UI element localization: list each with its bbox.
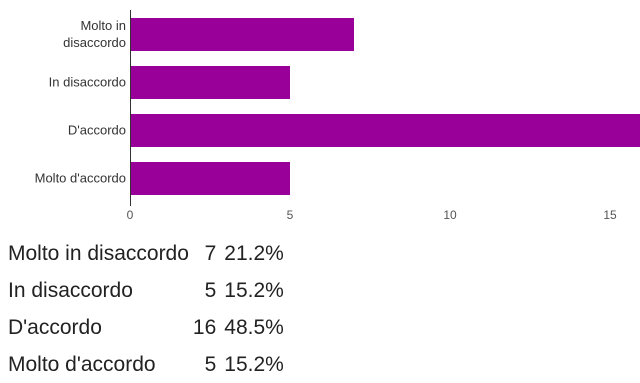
x-tick-label: 0: [127, 208, 134, 222]
x-tick-label: 15: [603, 208, 617, 222]
category-label: Molto d'accordo: [35, 171, 126, 186]
bar: [130, 66, 290, 99]
category-label: disaccordo: [63, 35, 126, 50]
category-label: D'accordo: [68, 123, 126, 138]
summary-row: Molto d'accordo 5 15.2%: [8, 346, 284, 383]
summary-percent: 15.2%: [224, 353, 284, 376]
bar: [130, 162, 290, 195]
summary-percent: 15.2%: [224, 279, 284, 302]
summary-row: In disaccordo 5 15.2%: [8, 272, 284, 309]
summary-label: D'accordo: [8, 316, 102, 339]
summary-label: Molto d'accordo: [8, 353, 156, 376]
summary-count: 5: [204, 353, 217, 376]
category-label: In disaccordo: [49, 75, 126, 90]
summary-label: Molto in disaccordo: [8, 242, 189, 265]
bars-layer: [130, 18, 640, 195]
summary-label: In disaccordo: [8, 279, 133, 302]
summary-percent: 21.2%: [224, 242, 284, 265]
summary-percent: 48.5%: [224, 316, 284, 339]
category-labels: Molto in disaccordo In disaccordo D'accordo…: [35, 18, 126, 186]
bar: [130, 18, 354, 51]
x-axis-ticks: 0 5 10 15: [127, 208, 617, 222]
summary-count: 7: [204, 242, 217, 265]
summary-row: Molto in disaccordo 7 21.2%: [8, 235, 284, 272]
x-tick-label: 5: [287, 208, 294, 222]
bar-chart: Molto in disaccordo In disaccordo D'accordo…: [35, 10, 640, 222]
category-label: Molto in: [80, 18, 126, 33]
summary-count: 5: [204, 279, 217, 302]
x-tick-label: 10: [443, 208, 457, 222]
bar: [130, 114, 640, 147]
summary-count: 16: [192, 316, 217, 339]
summary-row: D'accordo 16 48.5%: [8, 309, 284, 346]
response-summary-table: Molto in disaccordo 7 21.2% In disaccord…: [8, 235, 284, 383]
